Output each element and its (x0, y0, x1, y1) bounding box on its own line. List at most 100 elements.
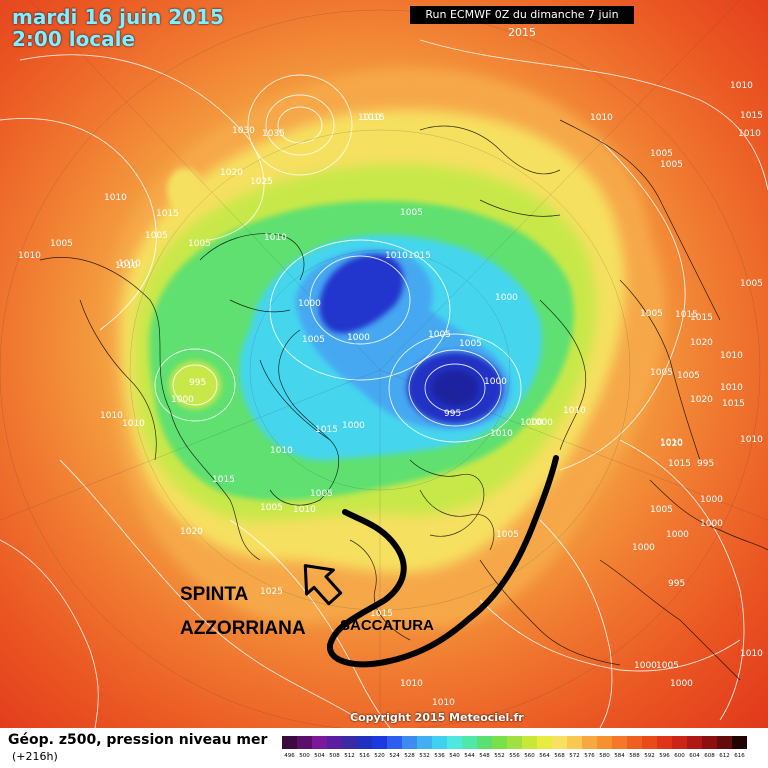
legend-tick: 608 (704, 753, 715, 759)
isobar-label: 1010 (115, 261, 138, 271)
legend-tick: 528 (404, 753, 415, 759)
isobar-label: 1025 (250, 177, 273, 187)
forecast-date: mardi 16 juin 2015 2:00 locale (12, 6, 224, 50)
isobar-label: 995 (697, 459, 714, 469)
isobar-label: 1005 (740, 279, 763, 289)
legend-swatch (357, 736, 372, 749)
isobar-label: 1020 (220, 168, 243, 178)
ridge-blob-west (167, 168, 203, 212)
isobar-label: 1010 (738, 129, 761, 139)
legend-tick: 520 (374, 753, 385, 759)
isobar-label: 1005 (496, 530, 519, 540)
isobar-label: 1005 (677, 371, 700, 381)
isobar-label: 1005 (145, 231, 168, 241)
legend-tick: 600 (674, 753, 685, 759)
legend-swatch (657, 736, 672, 749)
legend-tick: 604 (689, 753, 700, 759)
isobar-label: 1010 (740, 649, 763, 659)
legend-tick: 552 (494, 753, 505, 759)
color-scale (282, 736, 747, 749)
isobars (0, 39, 768, 728)
isobar-label: 1010 (122, 419, 145, 429)
isobar-label: 1015 (362, 113, 385, 123)
legend-tick: 580 (599, 753, 610, 759)
isobar-label: 1005 (302, 335, 325, 345)
isobar-label: 1000 (632, 543, 655, 553)
isobar-label: 995 (668, 579, 685, 589)
isobar-label: 1005 (656, 661, 679, 671)
isobar-label: 1015 (722, 399, 745, 409)
legend-tick: 588 (629, 753, 640, 759)
annotations: SPINTA AZZORRIANA SACCATURA (180, 584, 434, 639)
isobar-label: 1020 (690, 395, 713, 405)
legend-tick: 592 (644, 753, 655, 759)
isobar-label: 1005 (428, 330, 451, 340)
legend-footer: Géop. z500, pression niveau mer (+216h) … (0, 728, 768, 768)
annotation-spinta: SPINTA (180, 584, 249, 605)
isobar-label: 1005 (650, 505, 673, 515)
isobar-label: 1000 (700, 495, 723, 505)
isobar-label: 1010 (563, 406, 586, 416)
legend-tick: 560 (524, 753, 535, 759)
isobar-label: 1015 (156, 209, 179, 219)
legend-title: Géop. z500, pression niveau mer (8, 732, 268, 748)
isobar-label: 1025 (260, 587, 283, 597)
isobar-label: 1000 (171, 395, 194, 405)
legend-swatch (702, 736, 717, 749)
isobar-label: 1005 (459, 339, 482, 349)
isobar-label: 1010 (400, 679, 423, 689)
isobar-label: 995 (189, 378, 206, 388)
isobar-label: 1005 (650, 149, 673, 159)
legend-tick: 584 (614, 753, 625, 759)
isobar-label: 1005 (260, 503, 283, 513)
time-line: 2:00 locale (12, 27, 136, 51)
legend-swatch (342, 736, 357, 749)
isobar-label: 1010 (358, 113, 381, 123)
run-label: Run ECMWF 0Z du dimanche 7 juin 2015 (410, 6, 634, 39)
trough-axis-line (327, 455, 559, 668)
legend-swatch (687, 736, 702, 749)
legend-tick: 504 (314, 753, 325, 759)
isobar-label: 1000 (670, 679, 693, 689)
geopotential-field: 1010 1010 1010 1035 1030 1020 1025 1015 … (0, 0, 768, 728)
arrow-icon (303, 564, 343, 606)
isobar-label: 1015 (690, 313, 713, 323)
isobar-label: 1010 (720, 351, 743, 361)
color-scale-ticks: 496 500 504 508 512 516 520 524 528 532 536 540 544 5… (282, 753, 747, 759)
legend-swatch (492, 736, 507, 749)
isobar-label: 1005 (400, 208, 423, 218)
isobar-label: 1000 (530, 418, 553, 428)
isobar-label: 1005 (660, 160, 683, 170)
legend-swatch (477, 736, 492, 749)
graticule (0, 0, 768, 728)
date-line: mardi 16 juin 2015 (12, 5, 224, 29)
isobar-label: 1010 (432, 698, 455, 708)
isobar-label: 1035 (262, 129, 285, 139)
legend-swatch (462, 736, 477, 749)
isobar-label: 1020 (690, 338, 713, 348)
legend-swatch (282, 736, 297, 749)
trough-blob-canada (169, 361, 221, 409)
isobar-label: 1010 (590, 113, 613, 123)
isobar-label: 1005 (640, 309, 663, 319)
legend-tick: 512 (344, 753, 355, 759)
isobar-label: 1010 (720, 383, 743, 393)
isobar-label: 1000 (666, 530, 689, 540)
legend-tick: 596 (659, 753, 670, 759)
legend-swatch (537, 736, 552, 749)
isobar-label: 1020 (660, 439, 683, 449)
legend-swatch (372, 736, 387, 749)
legend-subtitle: (+216h) (12, 750, 58, 763)
legend-swatch (312, 736, 327, 749)
isobar-label: 1000 (520, 418, 543, 428)
legend-tick: 616 (734, 753, 745, 759)
legend-swatch (522, 736, 537, 749)
legend-tick: 500 (299, 753, 310, 759)
isobar-label: 1015 (408, 251, 431, 261)
legend-swatch (552, 736, 567, 749)
legend-tick: 568 (554, 753, 565, 759)
legend-swatch (597, 736, 612, 749)
legend-swatch (717, 736, 732, 749)
forecast-map: 1010 1010 1010 1035 1030 1020 1025 1015 … (0, 0, 768, 728)
copyright: Copyright 2015 Meteociel.fr (350, 711, 524, 724)
